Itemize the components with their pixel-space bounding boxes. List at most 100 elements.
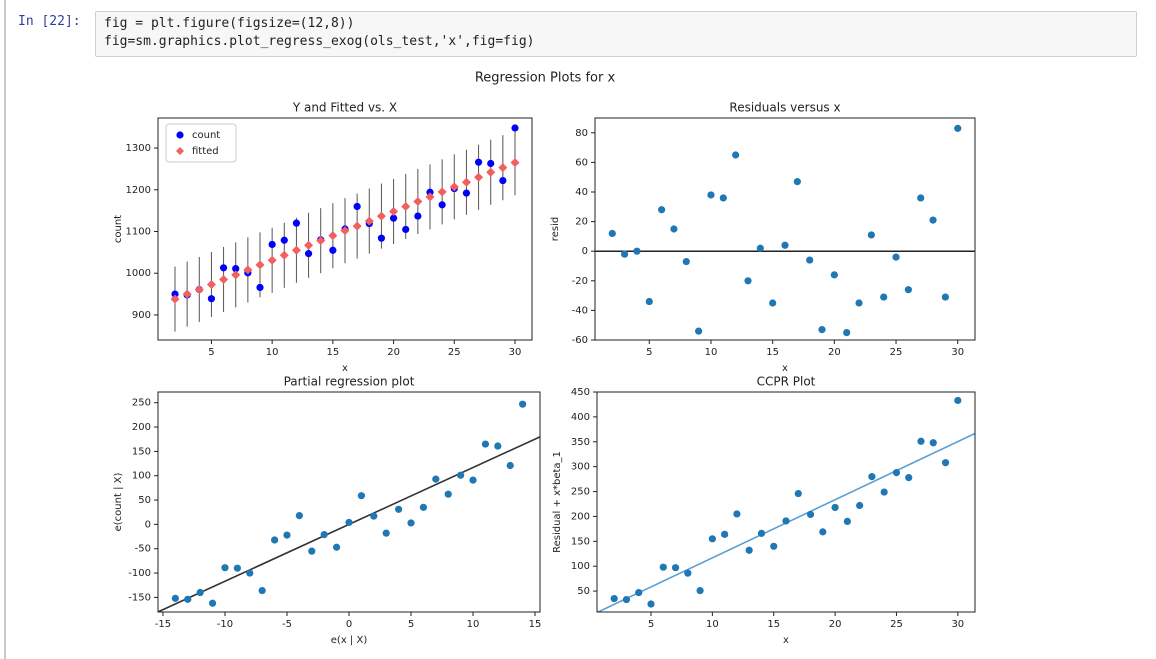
y-tick-label: 100	[571, 561, 590, 572]
data-point	[207, 295, 216, 303]
data-point	[462, 189, 471, 197]
data-point	[487, 159, 495, 168]
data-point	[782, 517, 790, 525]
fitted-point	[291, 245, 301, 255]
y-tick-label: 1300	[126, 143, 151, 154]
data-point	[499, 176, 507, 185]
y-tick-label: 0	[145, 519, 151, 530]
data-point	[353, 202, 361, 211]
fitted-point	[255, 260, 265, 270]
data-point	[208, 599, 217, 607]
x-tick-label: 5	[408, 619, 414, 630]
data-point	[432, 475, 440, 483]
data-point	[635, 588, 643, 597]
data-point	[283, 531, 291, 539]
data-point	[929, 439, 937, 447]
data-point	[880, 488, 888, 496]
data-point	[756, 244, 764, 252]
data-point	[647, 600, 655, 608]
data-point	[308, 547, 316, 555]
fitted-point	[352, 221, 362, 231]
data-point	[769, 299, 777, 307]
x-tick-label: 5	[208, 347, 214, 358]
x-tick-label: -5	[282, 619, 292, 630]
code-line: fig = plt.figure(figsize=(12,8))	[104, 16, 355, 31]
data-point	[438, 201, 446, 209]
fitted-point	[231, 270, 241, 280]
data-point	[196, 588, 204, 597]
data-point	[345, 518, 353, 527]
data-point	[622, 595, 631, 604]
data-point	[233, 564, 241, 572]
fitted-point	[449, 182, 459, 192]
data-point	[444, 490, 452, 498]
code-cell[interactable]: fig = plt.figure(figsize=(12,8)) fig=sm.g…	[95, 11, 1137, 57]
x-tick-label: 25	[890, 347, 903, 358]
data-point	[382, 529, 390, 537]
data-point	[794, 489, 802, 498]
data-point	[645, 297, 653, 306]
fitted-point	[304, 240, 314, 250]
data-point	[904, 286, 912, 294]
y-axis-label: count	[113, 215, 124, 243]
x-axis-label: x	[783, 635, 789, 646]
y-tick-label: -50	[135, 544, 151, 555]
data-point	[856, 501, 864, 510]
fitted-point	[376, 211, 386, 221]
data-point	[184, 595, 192, 603]
y-tick-label: 1100	[126, 227, 151, 238]
y-tick-label: 100	[132, 471, 151, 482]
axes-frame	[157, 391, 541, 613]
x-tick-label: 20	[828, 347, 841, 358]
data-point	[770, 542, 778, 550]
data-point	[474, 158, 483, 166]
data-point	[377, 234, 386, 242]
data-point	[892, 253, 900, 261]
x-axis-label: x	[782, 363, 788, 374]
axes-frame	[594, 117, 976, 341]
data-point	[670, 225, 678, 233]
data-point	[332, 543, 341, 551]
y-tick-label: 40	[575, 187, 588, 198]
x-tick-label: 20	[829, 619, 842, 630]
y-tick-label: 200	[132, 422, 151, 433]
cell-border	[4, 0, 6, 659]
fitted-point	[486, 167, 496, 177]
data-point	[831, 503, 839, 512]
data-point	[819, 528, 827, 536]
y-tick-label: 50	[138, 495, 151, 506]
data-point	[708, 535, 716, 543]
fitted-point	[389, 206, 399, 216]
data-point	[806, 256, 814, 264]
fitted-point	[206, 280, 216, 289]
y-tick-label: 1000	[126, 268, 151, 279]
fitted-point	[413, 196, 423, 206]
data-point	[733, 510, 741, 518]
fitted-point	[461, 177, 471, 187]
x-axis-label: e(x | X)	[331, 635, 368, 646]
fitted-point	[194, 285, 204, 295]
data-point	[830, 271, 838, 279]
data-point	[793, 178, 801, 186]
data-point	[684, 569, 692, 577]
x-axis-label: x	[342, 363, 348, 374]
y-tick-label: 250	[132, 398, 151, 409]
data-point	[843, 329, 851, 337]
fitted-point	[401, 201, 411, 211]
data-point	[917, 437, 925, 445]
x-tick-label: 30	[951, 347, 964, 358]
data-point	[954, 396, 962, 405]
x-tick-label: 15	[767, 619, 780, 630]
x-tick-label: 25	[890, 619, 903, 630]
plot-area	[597, 396, 975, 612]
y-tick-label: 0	[582, 246, 588, 257]
y-axis-label: Residual + x*beta_1	[552, 451, 563, 553]
x-tick-label: 30	[509, 347, 522, 358]
fitted-point	[267, 255, 277, 265]
data-point	[280, 236, 288, 244]
y-tick-label: 80	[575, 128, 588, 139]
data-point	[658, 206, 666, 214]
data-point	[917, 194, 925, 202]
y-tick-label: 400	[571, 412, 590, 423]
y-tick-label: 300	[571, 462, 590, 473]
